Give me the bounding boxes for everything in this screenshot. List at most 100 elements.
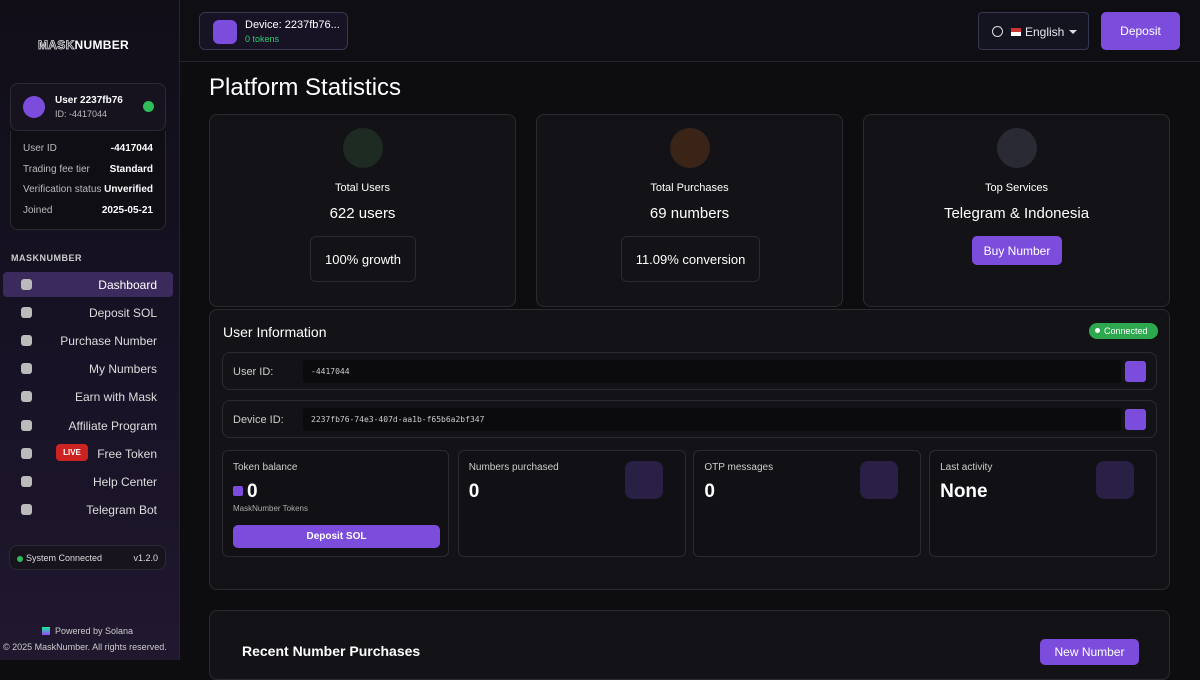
recent-title: Recent Number Purchases [242, 643, 421, 659]
language-select[interactable]: English [978, 12, 1089, 50]
language-label: English [1025, 25, 1065, 39]
nav-label: Earn with Mask [74, 390, 157, 405]
nav-label: Telegram Bot [86, 502, 157, 517]
topbar: Device: 2237fb76... 0 tokens English Dep… [180, 0, 1200, 62]
field-label: Trading fee tier [23, 163, 90, 175]
stat-value: 622 users [329, 205, 396, 222]
stat-note: 11.09% conversion [635, 252, 746, 267]
caret [1069, 30, 1077, 38]
card-label: Token balance [233, 462, 298, 473]
card-value: None [940, 481, 988, 502]
field-value: 2025-05-21 [101, 204, 153, 216]
version: v1.2.0 [133, 553, 158, 563]
card-sub: MaskNumber Tokens [233, 504, 308, 513]
avatar [23, 96, 45, 118]
stat-card: Top Services Telegram & Indonesia Buy Numb… [863, 114, 1170, 307]
nav-item[interactable]: Purchase Number [3, 328, 173, 353]
field-value: Unverified [104, 184, 153, 195]
buy-button[interactable]: Buy Number [972, 236, 1062, 265]
stat-note-box: 100% growth [310, 236, 416, 282]
solana-icon [42, 627, 50, 635]
device-label: Device: 2237fb76... [245, 19, 340, 31]
status-box: System Connected v1.2.0 [9, 545, 166, 570]
nav-item[interactable]: Telegram Bot [3, 497, 173, 522]
copy-button[interactable] [1125, 409, 1146, 430]
field-value: -4417044 [110, 143, 153, 154]
nav-item[interactable]: Deposit SOL [3, 300, 173, 325]
user-fields: User ID -4417044 Trading fee tier Standard V… [10, 131, 166, 230]
nav-icon [21, 307, 32, 319]
stat-value: Telegram & Indonesia [943, 205, 1090, 222]
status-dot [17, 556, 23, 562]
buy-label: Buy Number [983, 243, 1051, 258]
stat-icon [343, 128, 383, 168]
info-row: User ID: -4417044 [222, 352, 1157, 390]
section-label: MASKNUMBER [11, 253, 82, 263]
nav-label: My Numbers [88, 362, 157, 377]
deposit-button[interactable]: Deposit [1101, 12, 1180, 50]
new-number-button[interactable]: New Number [1040, 639, 1139, 665]
info-card: OTP messages 0 [693, 450, 922, 557]
flag-icon [1011, 28, 1021, 36]
card-value: 0 [468, 481, 480, 502]
recent-panel: Recent Number Purchases New Number [209, 610, 1170, 680]
deposit-sol-button[interactable]: Deposit SOL [233, 525, 440, 548]
nav-item[interactable]: Help Center [3, 469, 173, 494]
logo[interactable]: MASKNUMBER [38, 38, 129, 53]
card-icon-box [624, 461, 663, 499]
stat-title: Total Purchases [650, 182, 729, 194]
nav-icon [21, 503, 32, 515]
user-id: ID: -4417044 [55, 109, 108, 119]
stat-card: Total Purchases 69 numbers 11.09% conversi… [536, 114, 843, 307]
field-label: User ID [23, 143, 57, 154]
badge-label: Connected [1104, 326, 1148, 336]
nav-icon [21, 391, 32, 403]
stat-note: 100% growth [325, 252, 401, 267]
row-label: Device ID: [233, 414, 284, 426]
copyright: © 2025 MaskNumber. All rights reserved. [3, 642, 167, 652]
stat-title: Top Services [985, 182, 1048, 194]
nav-icon [21, 447, 32, 459]
nav-item[interactable]: Dashboard [3, 272, 173, 297]
user-header: User 2237fb76 ID: -4417044 [10, 83, 166, 131]
globe-icon [992, 26, 1003, 37]
logo-left: MASK [38, 38, 75, 53]
field-label: Verification status [23, 184, 102, 195]
verified-icon [143, 101, 154, 112]
field-value: Standard [109, 163, 153, 175]
nav-icon [21, 279, 32, 290]
token-count: 0 tokens [245, 34, 280, 44]
device-pill[interactable]: Device: 2237fb76... 0 tokens [199, 12, 348, 50]
info-card: Token balance 0 MaskNumber Tokens Deposit S… [222, 450, 449, 557]
info-card: Numbers purchased 0 [457, 450, 686, 557]
nav-icon [21, 419, 32, 431]
nav-item[interactable]: My Numbers [3, 356, 173, 381]
nav-label: Purchase Number [60, 334, 157, 349]
card-value: 0 [704, 481, 715, 502]
badge-dot [1095, 328, 1100, 333]
token-icon [233, 486, 243, 496]
stat-value: 69 numbers [649, 205, 730, 222]
new-number-label: New Number [1054, 645, 1125, 659]
info-card: Last activity None [929, 450, 1158, 557]
nav-item[interactable]: Earn with Mask [3, 384, 173, 409]
copy-button[interactable] [1125, 361, 1146, 382]
card-label: Last activity [940, 462, 993, 473]
nav-icon [21, 363, 32, 375]
nav-item[interactable]: LIVE Free Token [3, 441, 173, 466]
sidebar: MASKNUMBER User 2237fb76 ID: -4417044 Us… [0, 0, 180, 660]
card-label: OTP messages [704, 462, 774, 473]
device-icon [213, 20, 237, 44]
card-value: 0 [247, 481, 258, 502]
nav-label: Help Center [92, 474, 157, 489]
stat-icon [670, 128, 710, 168]
stat-title: Total Users [334, 182, 391, 194]
row-value: -4417044 [303, 360, 1121, 383]
nav-label: Dashboard [98, 278, 157, 292]
info-row: Device ID: 2237fb76-74e3-407d-aa1b-f65b6a… [222, 400, 1157, 438]
nav-label: Deposit SOL [88, 306, 157, 321]
nav-item[interactable]: Affiliate Program [3, 413, 173, 438]
connected-badge: Connected [1089, 323, 1158, 339]
row-value: 2237fb76-74e3-407d-aa1b-f65b6a2bf347 [303, 408, 1121, 431]
